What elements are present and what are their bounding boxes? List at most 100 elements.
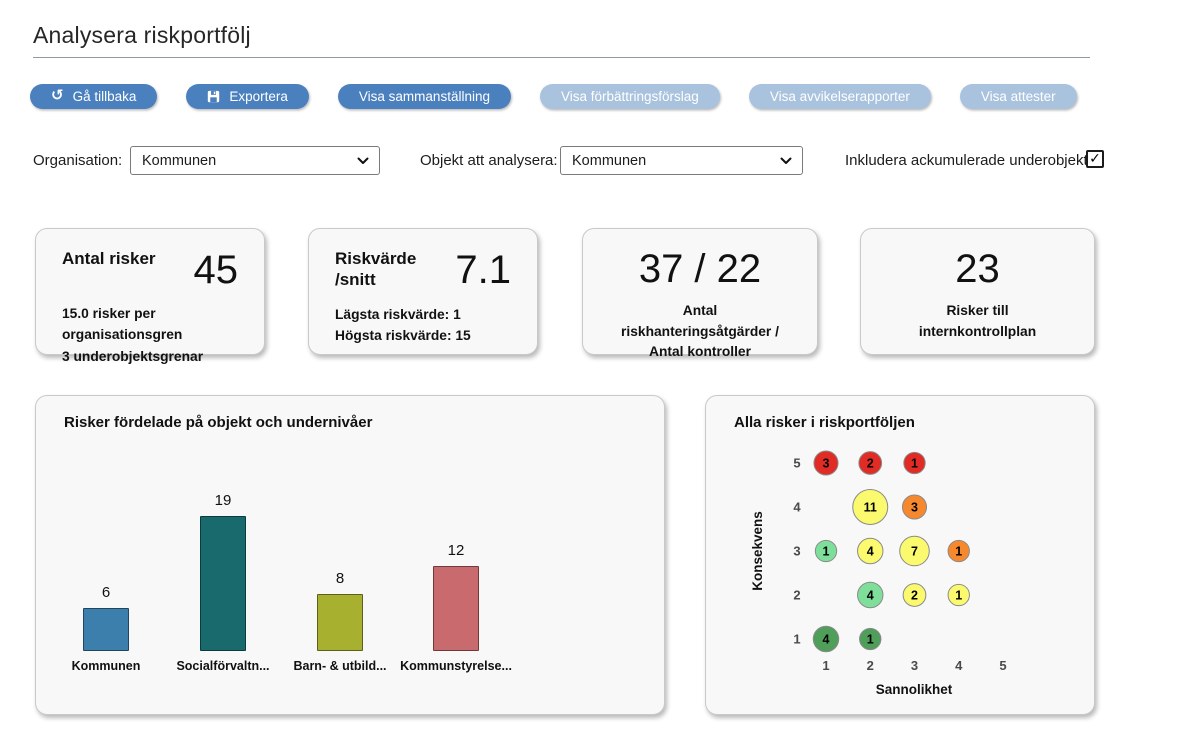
filters-row: Organisation: Kommunen Objekt att analys…	[33, 146, 1153, 176]
y-axis-title: Konsekvens	[750, 511, 765, 591]
stat-card-line: Högsta riskvärde: 15	[335, 327, 471, 343]
risk-bubble-count: 2	[867, 457, 874, 471]
show-attestations-button[interactable]: Visa attester	[959, 84, 1077, 109]
y-axis-tick-label: 1	[793, 632, 800, 647]
save-icon	[207, 90, 220, 103]
risk-bubble-count: 1	[823, 545, 830, 559]
bar-chart-area: 6 Kommunen 19 Socialförvaltn... 8 Barn- & utb…	[36, 396, 664, 714]
bar	[433, 566, 479, 651]
bar-chart-panel: Risker fördelade på objekt och undernivå…	[35, 395, 665, 715]
show-deviation-reports-label: Visa avvikelserapporter	[769, 89, 910, 104]
stat-card-line: Risker till internkontrollplan	[918, 303, 1037, 339]
stat-card-atgarder-kontroller: 37 / 22 Antal riskhanteringsåtgärder / A…	[582, 228, 818, 359]
stat-card-value: 23	[955, 247, 1000, 291]
x-axis-tick-label: 4	[955, 658, 963, 673]
risk-bubble-count: 4	[867, 589, 874, 603]
y-axis-tick-label: 4	[793, 500, 801, 515]
bar-category-label: Kommunstyrelse...	[400, 659, 512, 673]
risk-bubble	[903, 451, 926, 475]
stat-card-label: Riskvärde /snitt	[335, 249, 417, 290]
go-back-label: Gå tillbaka	[72, 89, 137, 104]
bar-chart-title: Risker fördelade på objekt och undernivå…	[64, 414, 373, 431]
export-button[interactable]: Exportera	[186, 84, 309, 109]
organisation-select-value: Kommunen	[142, 152, 217, 169]
risk-bubble	[814, 539, 838, 563]
risk-bubble	[947, 539, 970, 563]
x-axis-title: Sannolikhet	[876, 682, 953, 697]
show-deviation-reports-button[interactable]: Visa avvikelserapporter	[748, 84, 931, 109]
risk-bubble-count: 4	[867, 545, 874, 559]
page-title: Analysera riskportfölj	[33, 22, 251, 48]
stat-card-line: 3 underobjektsgrenar	[62, 348, 204, 364]
risk-bubble-count: 1	[867, 633, 874, 647]
bar-category-label: Socialförvaltn...	[176, 659, 270, 673]
risk-bubble-count: 7	[911, 545, 918, 559]
risk-bubble	[859, 627, 882, 651]
stat-card-value: 45	[193, 248, 239, 292]
stat-card-line: Lägsta riskvärde: 1	[335, 306, 461, 322]
bar	[83, 608, 129, 651]
risk-bubble	[858, 451, 883, 475]
show-improvements-button[interactable]: Visa förbättringsförslag	[539, 84, 720, 109]
bar-value-label: 6	[101, 584, 111, 601]
stat-card-line: Antal riskhanteringsåtgärder /	[621, 303, 779, 339]
y-axis-tick-label: 2	[793, 588, 800, 603]
risk-bubble	[813, 450, 839, 476]
chevron-down-icon	[357, 157, 369, 164]
bar-category-label: Barn- & utbild...	[293, 659, 387, 673]
risk-bubble	[812, 625, 840, 653]
stat-card-label: Antal risker	[62, 249, 156, 268]
risk-bubble	[899, 535, 930, 567]
bar-value-label: 19	[214, 492, 232, 509]
x-axis-tick-label: 3	[911, 658, 918, 673]
go-back-button[interactable]: ↺ Gå tillbaka	[30, 84, 158, 109]
risk-bubble-count: 4	[823, 633, 830, 647]
risk-bubble	[857, 537, 884, 565]
stat-card-line: Antal kontroller	[649, 344, 751, 360]
risk-bubble	[901, 494, 928, 520]
organisation-select[interactable]: Kommunen	[130, 146, 380, 175]
x-axis-tick-label: 1	[822, 658, 829, 673]
bar	[200, 516, 246, 651]
risk-matrix-panel: Alla risker i riskportföljen 1 2 3 4 5 1 2 3 4 5 S…	[705, 395, 1095, 715]
stat-card-riskvarde: Riskvärde /snitt 7.1 Lägsta riskvärde: 1…	[308, 228, 538, 355]
checkmark-icon: ✓	[1089, 150, 1101, 166]
risk-bubble-count: 1	[911, 457, 918, 471]
show-attestations-label: Visa attester	[980, 89, 1056, 104]
x-axis-tick-label: 5	[999, 658, 1006, 673]
stat-card-internkontrollplan: 23 Risker till internkontrollplan	[860, 228, 1095, 355]
risk-bubble	[902, 583, 927, 607]
risk-bubble-count: 1	[955, 545, 962, 559]
include-subobjects-checkbox[interactable]: ✓	[1086, 150, 1104, 168]
show-summary-button[interactable]: Visa sammanställning	[337, 84, 511, 109]
y-axis-tick-label: 3	[793, 544, 800, 559]
risk-bubble-count: 3	[911, 501, 918, 515]
organisation-label: Organisation:	[33, 152, 123, 169]
bar	[317, 594, 363, 651]
object-select-value: Kommunen	[572, 152, 647, 169]
toolbar: ↺ Gå tillbaka Exportera Visa sammanställ…	[30, 84, 1077, 109]
risk-bubble-count: 11	[864, 501, 877, 515]
object-to-analyse-select[interactable]: Kommunen	[560, 146, 803, 175]
risk-bubble	[947, 583, 970, 607]
object-to-analyse-label: Objekt att analysera:	[420, 152, 558, 169]
chevron-down-icon	[780, 157, 792, 164]
risk-bubble	[852, 489, 889, 525]
title-divider	[33, 57, 1090, 58]
show-summary-label: Visa sammanställning	[358, 89, 490, 104]
undo-icon: ↺	[51, 87, 64, 104]
risk-bubble-count: 1	[955, 589, 962, 603]
bar-value-label: 12	[447, 542, 465, 559]
include-subobjects-label: Inkludera ackumulerade underobjekt:	[845, 152, 1092, 169]
stat-card-antal-risker: Antal risker 45 15.0 risker per organisa…	[35, 228, 265, 364]
x-axis-tick-label: 2	[867, 658, 874, 673]
bar-value-label: 8	[335, 570, 345, 587]
show-improvements-label: Visa förbättringsförslag	[560, 89, 699, 104]
stat-card-line: 15.0 risker per organisationsgren	[62, 306, 183, 343]
risk-bubble-count: 2	[911, 589, 918, 603]
export-label: Exportera	[229, 89, 288, 104]
stat-card-value: 37 / 22	[638, 247, 762, 291]
bar-category-label: Kommunen	[71, 659, 141, 673]
